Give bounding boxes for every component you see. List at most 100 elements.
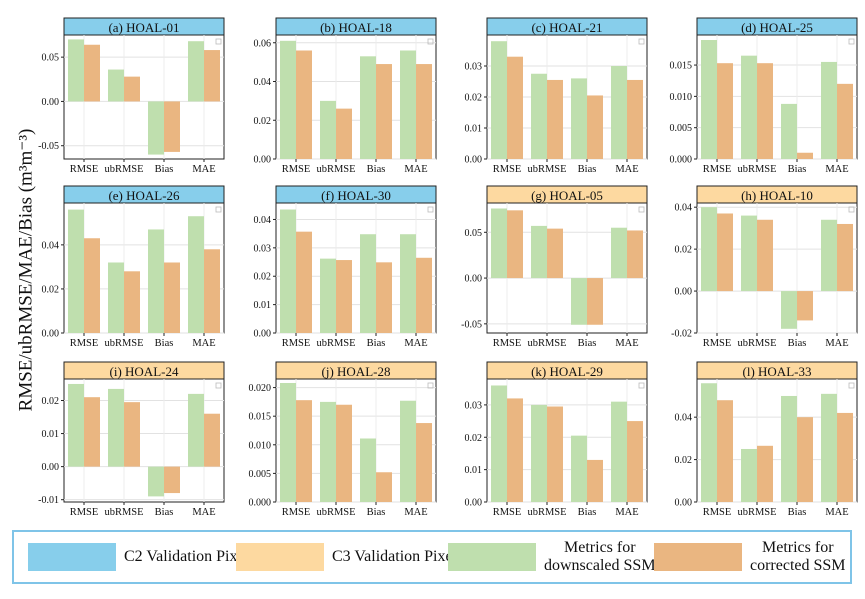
x-tick-label: ubRMSE	[527, 507, 566, 518]
bar-downscaled	[280, 40, 296, 159]
bar-corrected	[547, 79, 563, 159]
bar-downscaled	[108, 69, 124, 102]
x-tick-label: ubRMSE	[104, 338, 143, 349]
bar-corrected	[124, 76, 140, 102]
bar-downscaled	[68, 383, 84, 467]
legend-marker	[638, 382, 645, 389]
y-tick-label: 0.01	[465, 465, 483, 476]
x-tick-label: Bias	[578, 507, 597, 518]
x-tick-label: Bias	[155, 338, 174, 349]
y-tick-label: 0.00	[465, 155, 483, 166]
bar-corrected	[336, 108, 352, 159]
bar-downscaled	[571, 78, 587, 159]
y-tick-label: 0.02	[254, 116, 272, 127]
y-tick-label: 0.01	[42, 429, 60, 440]
x-tick-label: RMSE	[493, 507, 522, 518]
x-tick-label: Bias	[367, 164, 386, 175]
x-tick-label: MAE	[615, 338, 638, 349]
x-tick-label: Bias	[788, 507, 807, 518]
bar-downscaled	[320, 100, 336, 159]
bar-corrected	[296, 231, 312, 333]
bar-corrected	[797, 291, 813, 321]
x-tick-label: Bias	[788, 338, 807, 349]
legend-label-corrected: Metrics for corrected SSM	[750, 539, 846, 574]
x-tick-label: ubRMSE	[316, 507, 355, 518]
y-axis-label: RMSE/ubRMSE/MAE/Bias (m³m⁻³)	[15, 128, 37, 412]
y-tick-label: 0.02	[42, 284, 60, 295]
bar-downscaled	[741, 215, 757, 292]
bar-downscaled	[360, 56, 376, 159]
bar-downscaled	[108, 388, 124, 467]
bar-downscaled	[148, 101, 164, 155]
bar-downscaled	[741, 55, 757, 159]
panel-4: (e) HOAL-26 0.00 0.02 0.04 RMSE ubRMSE Bias MAE	[42, 185, 225, 349]
bar-downscaled	[821, 393, 837, 502]
panel-title: (g) HOAL-05	[531, 188, 603, 203]
legend-marker	[848, 38, 855, 45]
bar-corrected	[627, 230, 643, 279]
legend-item-downscaled: Metrics for downscaled SSM	[448, 532, 656, 582]
bar-corrected	[296, 400, 312, 502]
bar-downscaled	[611, 227, 627, 279]
panel-title: (f) HOAL-30	[321, 188, 391, 203]
bar-corrected	[797, 152, 813, 159]
x-tick-label: Bias	[367, 507, 386, 518]
bar-downscaled	[701, 40, 717, 159]
bar-corrected	[837, 83, 853, 159]
bar-corrected	[84, 44, 100, 102]
bar-downscaled	[188, 393, 204, 467]
y-tick-label: 0.020	[249, 383, 272, 394]
x-tick-label: RMSE	[493, 338, 522, 349]
bar-downscaled	[400, 400, 416, 502]
bar-downscaled	[821, 219, 837, 292]
legend-marker	[427, 382, 434, 389]
bar-downscaled	[611, 401, 627, 502]
legend-label-downscaled: Metrics for downscaled SSM	[544, 539, 656, 574]
bar-corrected	[204, 249, 220, 333]
y-tick-label: 0.00	[254, 329, 272, 340]
bar-downscaled	[280, 209, 296, 333]
bar-downscaled	[320, 258, 336, 333]
y-tick-label: 0.02	[675, 455, 693, 466]
legend-item-c3: C3 Validation Pixel	[236, 532, 457, 582]
bar-downscaled	[531, 73, 547, 159]
y-tick-label: 0.04	[254, 215, 272, 226]
panel-title: (j) HOAL-28	[322, 364, 391, 379]
x-tick-label: ubRMSE	[316, 338, 355, 349]
x-tick-label: RMSE	[703, 507, 732, 518]
x-tick-label: MAE	[825, 338, 848, 349]
bar-corrected	[627, 79, 643, 159]
x-tick-label: Bias	[788, 164, 807, 175]
x-tick-label: ubRMSE	[104, 164, 143, 175]
legend-swatch-c2	[28, 543, 116, 571]
x-tick-label: Bias	[155, 164, 174, 175]
bar-downscaled	[531, 225, 547, 279]
bar-downscaled	[701, 383, 717, 502]
bar-corrected	[507, 56, 523, 160]
x-tick-label: MAE	[404, 338, 427, 349]
y-tick-label: 0.05	[465, 228, 483, 239]
x-tick-label: MAE	[404, 507, 427, 518]
y-tick-label: 0.005	[249, 469, 272, 480]
legend-item-c2: C2 Validation Pixel	[28, 532, 249, 582]
bar-downscaled	[491, 41, 507, 160]
x-tick-label: Bias	[367, 338, 386, 349]
legend-swatch-downscaled	[448, 543, 536, 571]
bar-downscaled	[68, 39, 84, 102]
y-tick-label: 0.04	[675, 203, 693, 214]
panel-title: (c) HOAL-21	[531, 20, 602, 35]
x-tick-label: RMSE	[282, 507, 311, 518]
bar-corrected	[296, 50, 312, 159]
y-tick-label: 0.02	[42, 396, 60, 407]
bar-corrected	[587, 459, 603, 502]
y-tick-label: 0.00	[42, 97, 60, 108]
bar-downscaled	[491, 208, 507, 279]
x-tick-label: Bias	[155, 507, 174, 518]
legend-marker	[638, 206, 645, 213]
bar-downscaled	[188, 216, 204, 333]
bar-corrected	[376, 262, 392, 333]
bar-downscaled	[320, 401, 336, 502]
bar-downscaled	[400, 234, 416, 333]
y-tick-label: -0.05	[461, 319, 482, 330]
x-tick-label: ubRMSE	[737, 338, 776, 349]
